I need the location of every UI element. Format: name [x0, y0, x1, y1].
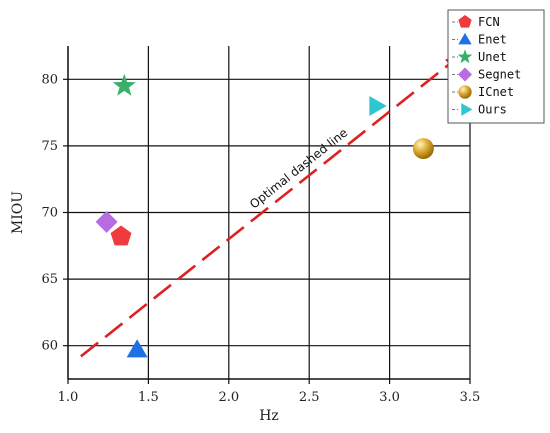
legend-label-unet: Unet	[478, 50, 507, 64]
x-tick-label: 1.0	[58, 390, 79, 405]
y-axis-label: MIOU	[10, 191, 26, 234]
x-tick-label: 3.5	[460, 390, 481, 405]
legend-marker-segnet	[458, 67, 472, 82]
point-unet	[112, 73, 136, 96]
legend-label-fcn: FCN	[478, 15, 500, 29]
point-fcn	[110, 225, 132, 246]
x-axis-label: Hz	[259, 408, 279, 424]
legend-label-ours: Ours	[478, 103, 507, 117]
legend-marker-fcn	[458, 15, 472, 28]
x-tick-label: 3.0	[379, 390, 400, 405]
point-segnet	[95, 210, 118, 233]
y-tick-label: 75	[41, 139, 58, 154]
point-icnet	[412, 138, 434, 160]
y-tick-label: 70	[41, 206, 58, 221]
legend-marker-unet	[457, 49, 473, 64]
legend-label-icnet: ICnet	[478, 85, 514, 99]
x-tick-label: 2.5	[299, 390, 320, 405]
legend-marker-icnet	[458, 85, 472, 99]
y-tick-label: 60	[41, 339, 58, 354]
y-tick-label: 65	[41, 272, 58, 287]
legend-marker-enet	[458, 32, 472, 45]
x-tick-label: 1.5	[138, 390, 159, 405]
x-tick-label: 2.0	[218, 390, 239, 405]
optimal-dashed-line	[80, 56, 460, 358]
y-tick-label: 80	[41, 72, 58, 87]
point-ours	[369, 95, 387, 116]
point-enet	[126, 339, 148, 358]
optimal-line-label: Optimal dashed line	[247, 126, 350, 212]
legend-label-segnet: Segnet	[478, 68, 521, 82]
legend-marker-ours	[461, 103, 473, 116]
legend-label-enet: Enet	[478, 33, 507, 47]
legend-box	[447, 9, 545, 124]
